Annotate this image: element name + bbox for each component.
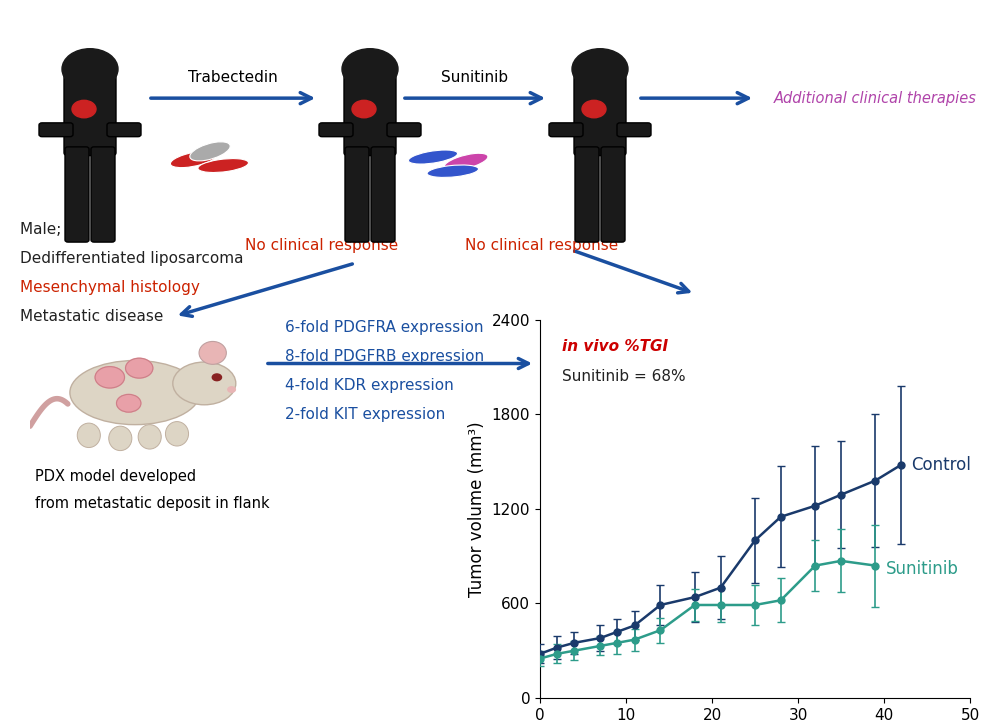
Text: Mesenchymal histology: Mesenchymal histology: [20, 280, 200, 295]
Ellipse shape: [70, 361, 200, 425]
Text: Sunitinib = 68%: Sunitinib = 68%: [562, 369, 685, 384]
Text: No clinical response: No clinical response: [245, 238, 398, 254]
Ellipse shape: [198, 158, 248, 172]
Text: 4-fold KDR expression: 4-fold KDR expression: [285, 378, 454, 393]
Text: Male; 75: Male; 75: [20, 222, 86, 237]
Ellipse shape: [109, 426, 132, 451]
Ellipse shape: [427, 165, 479, 177]
Ellipse shape: [170, 151, 217, 168]
Ellipse shape: [138, 425, 161, 449]
Text: from metastatic deposit in flank: from metastatic deposit in flank: [35, 496, 270, 511]
Circle shape: [117, 395, 141, 412]
Text: Trabectedin: Trabectedin: [188, 71, 278, 85]
Ellipse shape: [190, 142, 230, 161]
Text: Sunitinib: Sunitinib: [886, 560, 959, 578]
Text: No clinical response: No clinical response: [465, 238, 618, 254]
Circle shape: [95, 366, 124, 388]
Circle shape: [212, 374, 222, 381]
Text: Additional clinical therapies: Additional clinical therapies: [774, 91, 976, 105]
Text: 6-fold PDGFRA expression: 6-fold PDGFRA expression: [285, 320, 484, 335]
Ellipse shape: [199, 342, 226, 364]
Ellipse shape: [444, 153, 488, 170]
Text: 8-fold PDGFRB expression: 8-fold PDGFRB expression: [285, 349, 484, 364]
Ellipse shape: [77, 423, 100, 448]
Ellipse shape: [408, 150, 458, 164]
Ellipse shape: [165, 422, 189, 446]
Text: Dedifferentiated liposarcoma: Dedifferentiated liposarcoma: [20, 251, 244, 266]
Text: Sunitinib: Sunitinib: [441, 71, 509, 85]
Text: PDX model developed: PDX model developed: [35, 469, 196, 484]
Circle shape: [126, 358, 153, 378]
Text: Metastatic disease: Metastatic disease: [20, 309, 163, 324]
Circle shape: [228, 387, 235, 393]
Text: Control: Control: [912, 456, 971, 474]
Y-axis label: Tumor volume (mm³): Tumor volume (mm³): [468, 421, 486, 597]
Text: in vivo %TGI: in vivo %TGI: [562, 339, 668, 354]
Ellipse shape: [173, 362, 236, 405]
Text: 2-fold KIT expression: 2-fold KIT expression: [285, 407, 445, 422]
